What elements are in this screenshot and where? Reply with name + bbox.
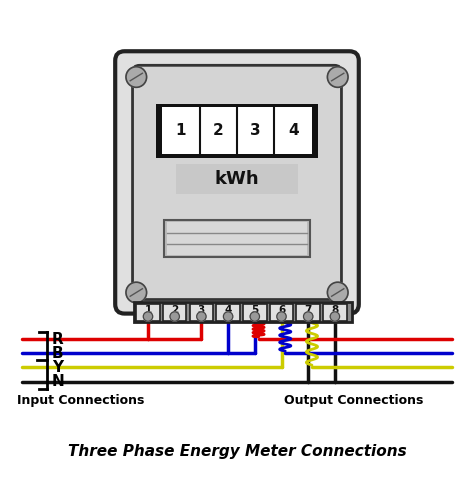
Circle shape bbox=[170, 312, 179, 321]
FancyBboxPatch shape bbox=[133, 65, 341, 300]
Bar bbox=[243, 304, 266, 320]
Circle shape bbox=[330, 312, 339, 321]
Text: 2: 2 bbox=[213, 124, 224, 138]
Text: Y: Y bbox=[52, 360, 63, 375]
Bar bbox=[217, 304, 240, 320]
Circle shape bbox=[143, 312, 153, 321]
Text: 3: 3 bbox=[198, 306, 205, 315]
Text: R: R bbox=[52, 332, 64, 347]
Circle shape bbox=[126, 282, 146, 303]
Text: 1: 1 bbox=[175, 124, 186, 138]
Text: Output Connections: Output Connections bbox=[284, 394, 423, 407]
Bar bbox=[167, 222, 307, 255]
Bar bbox=[164, 220, 310, 257]
Bar bbox=[163, 304, 186, 320]
Bar bbox=[137, 304, 160, 320]
Text: kWh: kWh bbox=[215, 170, 259, 188]
Bar bbox=[162, 108, 312, 154]
Bar bbox=[176, 164, 298, 194]
Text: 6: 6 bbox=[278, 306, 285, 315]
FancyBboxPatch shape bbox=[115, 51, 359, 313]
Circle shape bbox=[250, 312, 259, 321]
Text: 3: 3 bbox=[250, 124, 261, 138]
Text: Three Phase Energy Meter Connections: Three Phase Energy Meter Connections bbox=[68, 444, 406, 459]
Text: N: N bbox=[52, 374, 65, 389]
Circle shape bbox=[126, 67, 146, 87]
Text: B: B bbox=[52, 346, 64, 361]
Bar bbox=[297, 304, 320, 320]
Bar bbox=[323, 304, 346, 320]
Circle shape bbox=[277, 312, 286, 321]
Text: 4: 4 bbox=[288, 124, 299, 138]
Text: 2: 2 bbox=[171, 306, 178, 315]
Text: 8: 8 bbox=[331, 306, 338, 315]
Bar bbox=[270, 304, 293, 320]
Text: 4: 4 bbox=[224, 306, 232, 315]
Bar bbox=[135, 303, 352, 322]
Bar bbox=[156, 104, 318, 158]
Circle shape bbox=[303, 312, 313, 321]
Circle shape bbox=[328, 282, 348, 303]
Bar bbox=[190, 304, 213, 320]
Text: Input Connections: Input Connections bbox=[17, 394, 144, 407]
Circle shape bbox=[223, 312, 233, 321]
Text: 1: 1 bbox=[145, 306, 152, 315]
Circle shape bbox=[328, 67, 348, 87]
Text: 7: 7 bbox=[304, 306, 312, 315]
Text: 5: 5 bbox=[251, 306, 258, 315]
Circle shape bbox=[197, 312, 206, 321]
